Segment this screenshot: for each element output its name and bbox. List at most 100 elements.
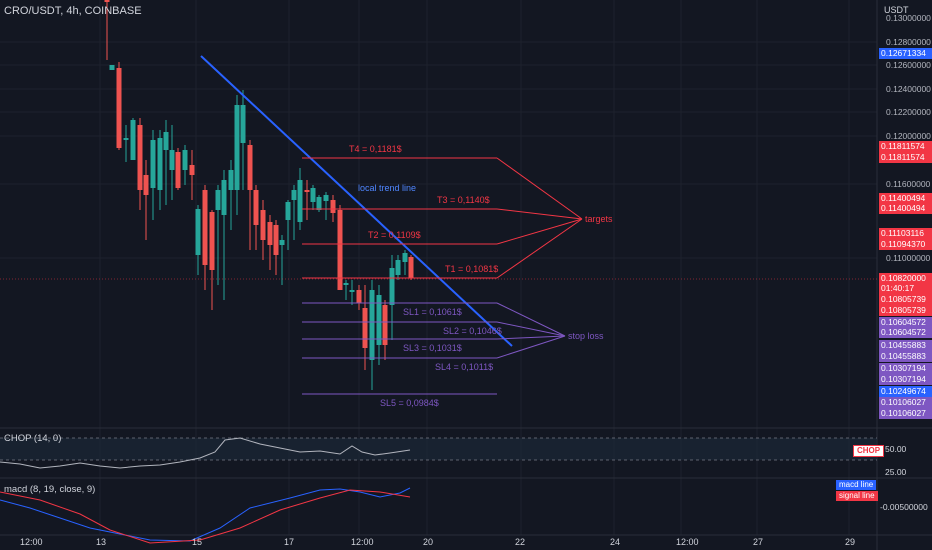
price-tag: 01:40:17	[879, 283, 932, 294]
trend-line	[200, 55, 513, 347]
stoploss-arrow	[496, 335, 566, 340]
candle-body	[116, 68, 122, 148]
price-tag: 0.10604572	[879, 327, 932, 338]
trend-line-label: local trend line	[358, 183, 416, 193]
candle-body	[182, 150, 188, 170]
target-arrow	[496, 208, 583, 220]
price-tick: 0.12800000	[886, 37, 931, 47]
candle-body	[362, 308, 368, 348]
candle-body	[234, 105, 240, 190]
candle-body	[376, 295, 382, 345]
time-tick: 17	[284, 537, 295, 547]
chop-axis-50: 50.00	[885, 444, 907, 454]
candle-body	[330, 200, 336, 213]
candle-body	[356, 290, 362, 303]
candle-body	[304, 190, 310, 192]
candle-body	[130, 120, 136, 160]
chop-title: CHOP (14, 0)	[4, 433, 62, 444]
price-tag: 0.10106027	[879, 408, 932, 419]
price-tag: 0.10455883	[879, 351, 932, 362]
price-tag: 0.10604572	[879, 317, 932, 328]
time-tick: 12:00	[676, 537, 699, 547]
candle-body	[279, 240, 285, 245]
stoploss-label: SL4 = 0,1011$	[435, 362, 493, 372]
candle-body	[316, 197, 322, 210]
price-tag: 0.10249674	[879, 386, 932, 397]
price-tag: 0.10307194	[879, 363, 932, 374]
candle-body	[104, 0, 110, 2]
targets-annotation: targets	[585, 214, 613, 224]
candle-body	[209, 212, 215, 270]
time-tick: 12:00	[20, 537, 43, 547]
candle-body	[260, 210, 266, 240]
target-arrow	[496, 218, 583, 279]
candle-body	[291, 190, 297, 200]
candle-body	[150, 140, 156, 188]
symbol-title: CRO/USDT, 4h, COINBASE	[4, 5, 142, 17]
candle-body	[221, 180, 227, 215]
candle-body	[310, 188, 316, 202]
price-tick: 0.13000000	[886, 13, 931, 23]
target-label: T2 = 0,1109$	[368, 230, 421, 240]
chop-band	[0, 438, 877, 460]
candle-body	[202, 190, 208, 265]
candle-body	[163, 132, 169, 150]
time-tick: 29	[845, 537, 856, 547]
candle-body	[285, 202, 291, 220]
candle-body	[157, 138, 163, 190]
signal-line	[0, 489, 411, 544]
candle-body	[402, 253, 408, 262]
price-tag: 0.11400494	[879, 203, 932, 214]
candle-body	[123, 138, 129, 140]
price-tag: 0.10455883	[879, 340, 932, 351]
candle-body	[382, 305, 388, 345]
time-tick: 13	[96, 537, 107, 547]
target-label: T4 = 0,1181$	[349, 144, 402, 154]
stoploss-label: SL1 = 0,1061$	[403, 307, 462, 317]
price-tag: 0.10805739	[879, 305, 932, 316]
chop-axis-25: 25.00	[885, 467, 907, 477]
candle-body	[253, 190, 259, 225]
time-tick: 12:00	[351, 537, 374, 547]
candle-body	[189, 165, 195, 175]
stoploss-arrow	[496, 321, 566, 337]
currency-label: USDT	[884, 5, 909, 15]
price-tag: 0.10106027	[879, 397, 932, 408]
price-tag: 0.11811574	[879, 152, 932, 163]
macd-title: macd (8, 19, close, 9)	[4, 484, 96, 495]
price-tick: 0.12000000	[886, 131, 931, 141]
candle-body	[408, 257, 414, 278]
candle-body	[143, 175, 149, 195]
candle-body	[389, 268, 395, 305]
price-tag: 0.10820000	[879, 273, 932, 284]
candle-body	[267, 222, 273, 245]
candle-body	[273, 225, 279, 255]
candle-body	[240, 105, 246, 143]
candle-body	[323, 195, 329, 201]
macd-line-legend: macd line	[836, 480, 877, 490]
price-tag: 0.11103116	[879, 228, 932, 239]
candle-body	[337, 210, 343, 290]
stoploss-label: SL5 = 0,0984$	[380, 398, 439, 408]
stoploss-arrow	[496, 302, 566, 337]
price-tag: 0.10805739	[879, 294, 932, 305]
candle-body	[215, 190, 221, 210]
candle-body	[169, 150, 175, 170]
target-arrow	[496, 157, 583, 220]
candle-body	[343, 283, 349, 285]
price-tag: 0.12671334	[879, 48, 932, 59]
time-tick: 24	[610, 537, 621, 547]
stops-annotation: stop loss	[568, 331, 604, 341]
stoploss-label: SL2 = 0,1046$	[443, 326, 502, 336]
price-tick: 0.12200000	[886, 107, 931, 117]
price-tag: 0.11400494	[879, 193, 932, 204]
stoploss-arrow	[496, 335, 566, 359]
macd-line	[0, 487, 411, 542]
price-tick: 0.12600000	[886, 60, 931, 70]
signal-line-legend: signal line	[836, 491, 878, 501]
candle-body	[109, 65, 115, 70]
candle-body	[297, 180, 303, 222]
price-tick: 0.11000000	[886, 253, 931, 263]
